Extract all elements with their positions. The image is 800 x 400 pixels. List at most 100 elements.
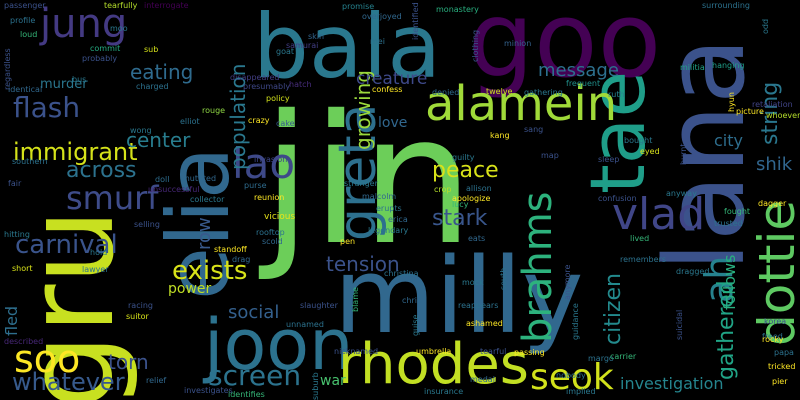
word-probably: probably bbox=[82, 54, 118, 63]
word-identical: identical bbox=[8, 85, 43, 94]
word-implied: implied bbox=[566, 387, 596, 396]
word-disappeared: disappeared bbox=[230, 73, 280, 82]
word-medal: medal bbox=[470, 375, 495, 384]
word-malcolm: malcolm bbox=[362, 192, 397, 201]
word-exists: exists bbox=[172, 256, 248, 286]
word-creature: creature bbox=[356, 69, 428, 89]
word-denied: denied bbox=[432, 88, 460, 97]
word-fair: fair bbox=[8, 179, 22, 188]
word-margo: margo bbox=[588, 354, 614, 363]
word-collector: collector bbox=[190, 195, 225, 204]
word-skin: skin bbox=[308, 32, 325, 41]
word-screen: screen bbox=[208, 359, 302, 392]
word-identified: identified bbox=[411, 2, 420, 40]
word-unsuccessful: unsuccessful bbox=[148, 185, 200, 194]
word-twelve: twelve bbox=[486, 87, 513, 96]
word-mock: mock bbox=[462, 278, 484, 287]
word-monastery: monastery bbox=[436, 5, 479, 14]
word-nicknamed: nicknamed bbox=[334, 347, 379, 356]
word-message: message bbox=[538, 60, 619, 81]
word-suicidal: suicidal bbox=[675, 309, 684, 340]
word-seok: seok bbox=[530, 357, 614, 398]
word-freed: freed bbox=[762, 332, 783, 341]
word-unnamed: unnamed bbox=[286, 320, 324, 329]
word-jin: jin bbox=[262, 77, 474, 284]
word-picture: picture bbox=[736, 107, 764, 116]
word-stranger: stranger bbox=[344, 179, 378, 188]
word-carrier: carrier bbox=[610, 352, 637, 361]
word-presumably: presumably bbox=[243, 82, 291, 91]
word-described: described bbox=[4, 337, 44, 346]
word-rhodes: rhodes bbox=[338, 332, 529, 397]
word-fought: fought bbox=[724, 207, 751, 216]
word-guise: guise bbox=[411, 314, 420, 336]
word-erica: erica bbox=[388, 215, 408, 224]
word-lucy: lucy bbox=[452, 200, 469, 209]
word-joon: joon bbox=[204, 304, 354, 386]
word-tearful: tearful bbox=[480, 347, 507, 356]
word-anymore: anymore bbox=[563, 264, 572, 300]
word-row: row bbox=[194, 217, 215, 250]
word-hanging: hanging bbox=[712, 61, 745, 70]
word-cake: cake bbox=[276, 119, 295, 128]
word-guilty: guilty bbox=[452, 153, 475, 162]
word-papa: papa bbox=[774, 348, 794, 357]
word-crop: crop bbox=[434, 185, 452, 194]
word-militia: militia bbox=[680, 63, 705, 72]
word-standoff: standoff bbox=[214, 245, 247, 254]
word-chris: chris bbox=[402, 296, 422, 305]
word-gathering: gathering bbox=[524, 88, 563, 97]
word-apologize: apologize bbox=[452, 194, 491, 203]
word-trusted: trusted bbox=[714, 219, 743, 228]
word-rouge: rouge bbox=[202, 106, 226, 115]
word-passing: passing bbox=[514, 348, 545, 357]
word-brahms: brahms bbox=[515, 191, 561, 343]
word-love: love bbox=[378, 115, 408, 131]
word-lawyer: lawyer bbox=[82, 265, 109, 274]
word-anyway: anyway bbox=[666, 189, 697, 198]
word-pier: pier bbox=[772, 377, 788, 386]
word-elliot: elliot bbox=[180, 117, 200, 126]
word-rooftop: rooftop bbox=[256, 228, 285, 237]
word-bala: bala bbox=[253, 0, 442, 98]
word-investigates: investigates bbox=[184, 386, 233, 395]
word-nobody: nobody bbox=[556, 371, 586, 380]
word-smurf: smurf bbox=[66, 179, 159, 217]
word-whoever: whoever bbox=[766, 111, 800, 120]
word-goo: goo bbox=[468, 0, 662, 101]
word-retaliation: retaliation bbox=[752, 100, 793, 109]
word-suitor: suitor bbox=[126, 312, 149, 321]
word-scold: scold bbox=[262, 237, 283, 246]
word-regardless: regardless bbox=[3, 48, 12, 90]
word-bought: bought bbox=[624, 136, 653, 145]
word-sleep: sleep bbox=[598, 155, 620, 164]
word-reappears: reappears bbox=[458, 301, 499, 310]
word-dragged: dragged bbox=[676, 267, 710, 276]
word-crazy: crazy bbox=[248, 116, 270, 125]
word-peace: peace bbox=[432, 158, 499, 183]
word-eating: eating bbox=[130, 60, 194, 84]
word-jung: jung bbox=[40, 1, 128, 47]
word-ruth: ruth bbox=[608, 90, 625, 99]
word-blame: blame bbox=[351, 287, 360, 312]
word-tricked: tricked bbox=[768, 362, 796, 371]
word-allison: allison bbox=[466, 184, 492, 193]
word-umbrella: umbrella bbox=[416, 347, 452, 356]
word-torn: torn bbox=[108, 350, 149, 374]
word-social: social bbox=[228, 302, 280, 323]
word-promise: promise bbox=[342, 2, 375, 11]
word-vlad: vlad bbox=[612, 189, 706, 240]
word-commit: commit bbox=[90, 44, 121, 53]
word-eyed: eyed bbox=[640, 147, 660, 156]
word-guidance: guidance bbox=[571, 303, 580, 340]
word-lived: lived bbox=[630, 234, 650, 243]
word-city: city bbox=[714, 131, 743, 150]
word-hyun: hyun bbox=[727, 92, 736, 112]
word-legendary: legendary bbox=[368, 226, 409, 235]
word-immigrant: immigrant bbox=[13, 138, 138, 166]
word-eats: eats bbox=[468, 234, 486, 243]
word-bus: bus bbox=[72, 75, 87, 84]
word-sub: sub bbox=[144, 45, 159, 54]
word-southern: southern bbox=[12, 157, 48, 166]
